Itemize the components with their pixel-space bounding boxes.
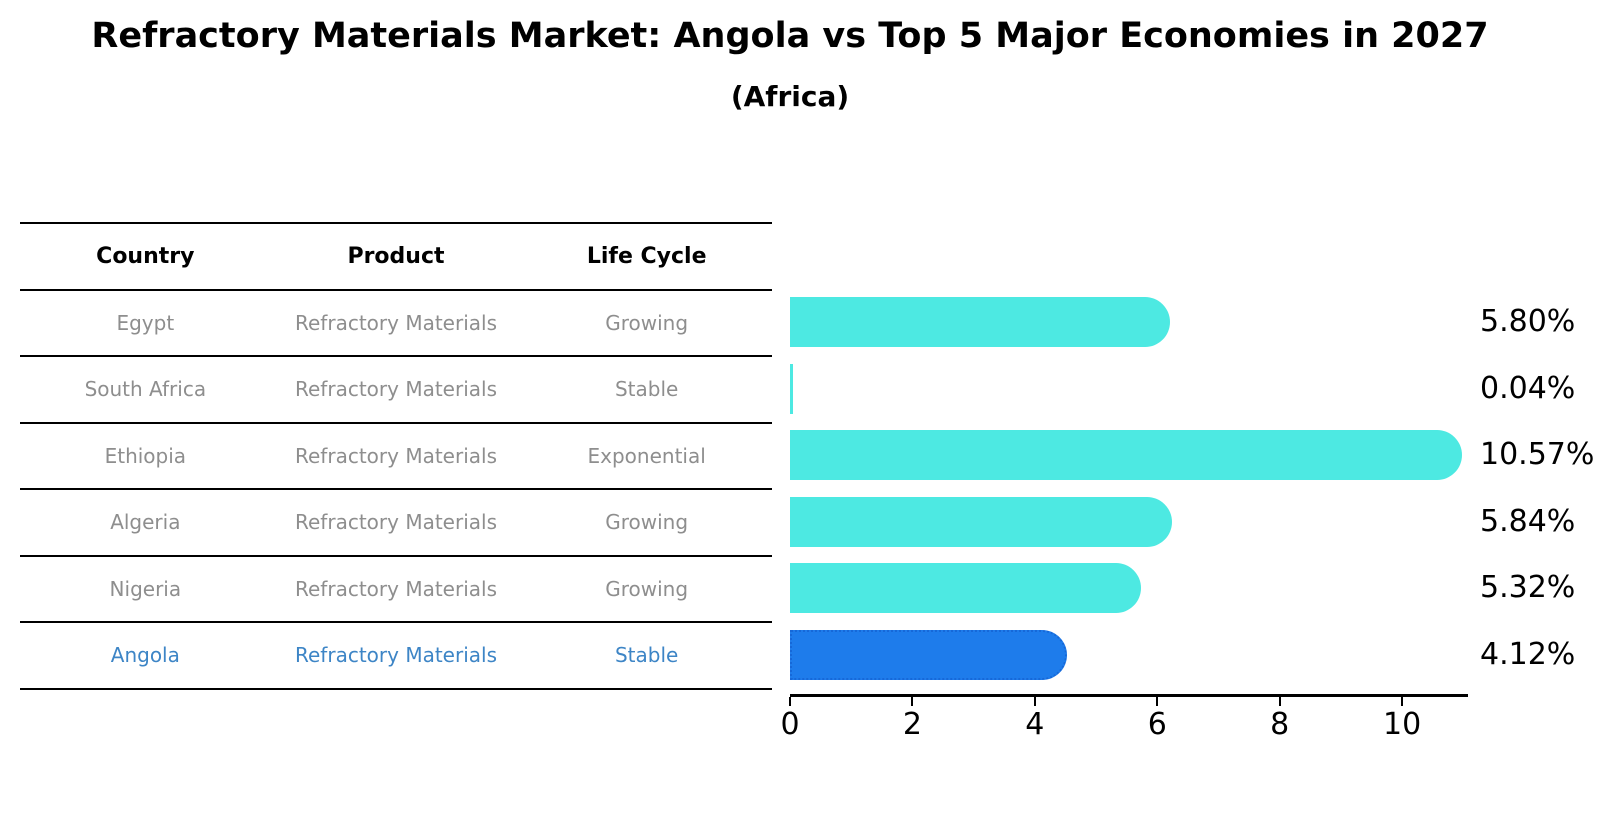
cell-country: South Africa — [84, 377, 207, 402]
x-tick-label: 2 — [902, 707, 922, 742]
x-tick-label: 0 — [780, 707, 800, 742]
header-product: Product — [347, 243, 445, 269]
cell-product: Refractory Materials — [295, 643, 497, 668]
table-row-nigeria: Nigeria Refractory Materials Growing — [20, 557, 772, 623]
cell-country: Ethiopia — [104, 443, 187, 468]
table-row-algeria: Algeria Refractory Materials Growing — [20, 490, 772, 557]
x-tick-mark — [1401, 696, 1404, 706]
bar-algeria — [790, 496, 1173, 547]
x-tick-mark — [1278, 696, 1281, 706]
value-label-egypt: 5.80% — [1480, 304, 1576, 340]
x-axis — [790, 694, 1468, 697]
cell-country: Egypt — [116, 310, 175, 335]
bar-ethiopia — [790, 430, 1462, 481]
data-table: Country Product Life Cycle Egypt Refract… — [20, 222, 772, 690]
bar-nigeria — [790, 563, 1141, 614]
cell-product: Refractory Materials — [295, 310, 497, 335]
cell-country: Algeria — [110, 510, 181, 535]
cell-life-cycle: Growing — [605, 576, 689, 601]
table-row-angola: Angola Refractory Materials Stable — [20, 623, 772, 690]
x-tick-label: 10 — [1383, 707, 1422, 742]
cell-life-cycle: Growing — [605, 310, 689, 335]
x-tick-mark — [789, 696, 791, 706]
value-label-nigeria: 5.32% — [1480, 570, 1576, 606]
x-tick-mark — [911, 696, 914, 706]
header-life-cycle: Life Cycle — [586, 243, 707, 269]
bar-chart — [790, 289, 1467, 688]
value-label-ethiopia: 10.57% — [1480, 437, 1595, 473]
table-row-south-africa: South Africa Refractory Materials Stable — [20, 357, 772, 424]
cell-product: Refractory Materials — [295, 377, 497, 402]
cell-life-cycle: Growing — [605, 510, 689, 535]
x-tick-label: 4 — [1025, 707, 1045, 742]
value-label-algeria: 5.84% — [1480, 503, 1576, 539]
cell-country: Angola — [110, 643, 180, 668]
x-tick-label: 6 — [1147, 707, 1167, 742]
x-tick-mark — [1033, 696, 1036, 706]
cell-life-cycle: Stable — [614, 377, 679, 402]
x-tick-label: 8 — [1270, 707, 1290, 742]
page-subtitle: (Africa) — [730, 80, 850, 113]
cell-product: Refractory Materials — [295, 510, 497, 535]
table-row-egypt: Egypt Refractory Materials Growing — [20, 291, 772, 357]
value-label-angola: 4.12% — [1480, 636, 1576, 672]
bar-egypt — [790, 297, 1171, 348]
value-label-south-africa: 0.04% — [1480, 370, 1576, 406]
bar-south-africa — [790, 363, 793, 414]
table-header-row: Country Product Life Cycle — [20, 224, 772, 291]
cell-country: Nigeria — [109, 576, 182, 601]
table-row-ethiopia: Ethiopia Refractory Materials Exponentia… — [20, 424, 772, 490]
cell-life-cycle: Stable — [614, 643, 679, 668]
page-title: Refractory Materials Market: Angola vs T… — [91, 16, 1489, 56]
x-tick-mark — [1156, 696, 1159, 706]
header-country: Country — [96, 243, 195, 269]
cell-life-cycle: Exponential — [587, 443, 706, 468]
cell-product: Refractory Materials — [295, 576, 497, 601]
bar-angola — [790, 629, 1068, 680]
cell-product: Refractory Materials — [295, 443, 497, 468]
